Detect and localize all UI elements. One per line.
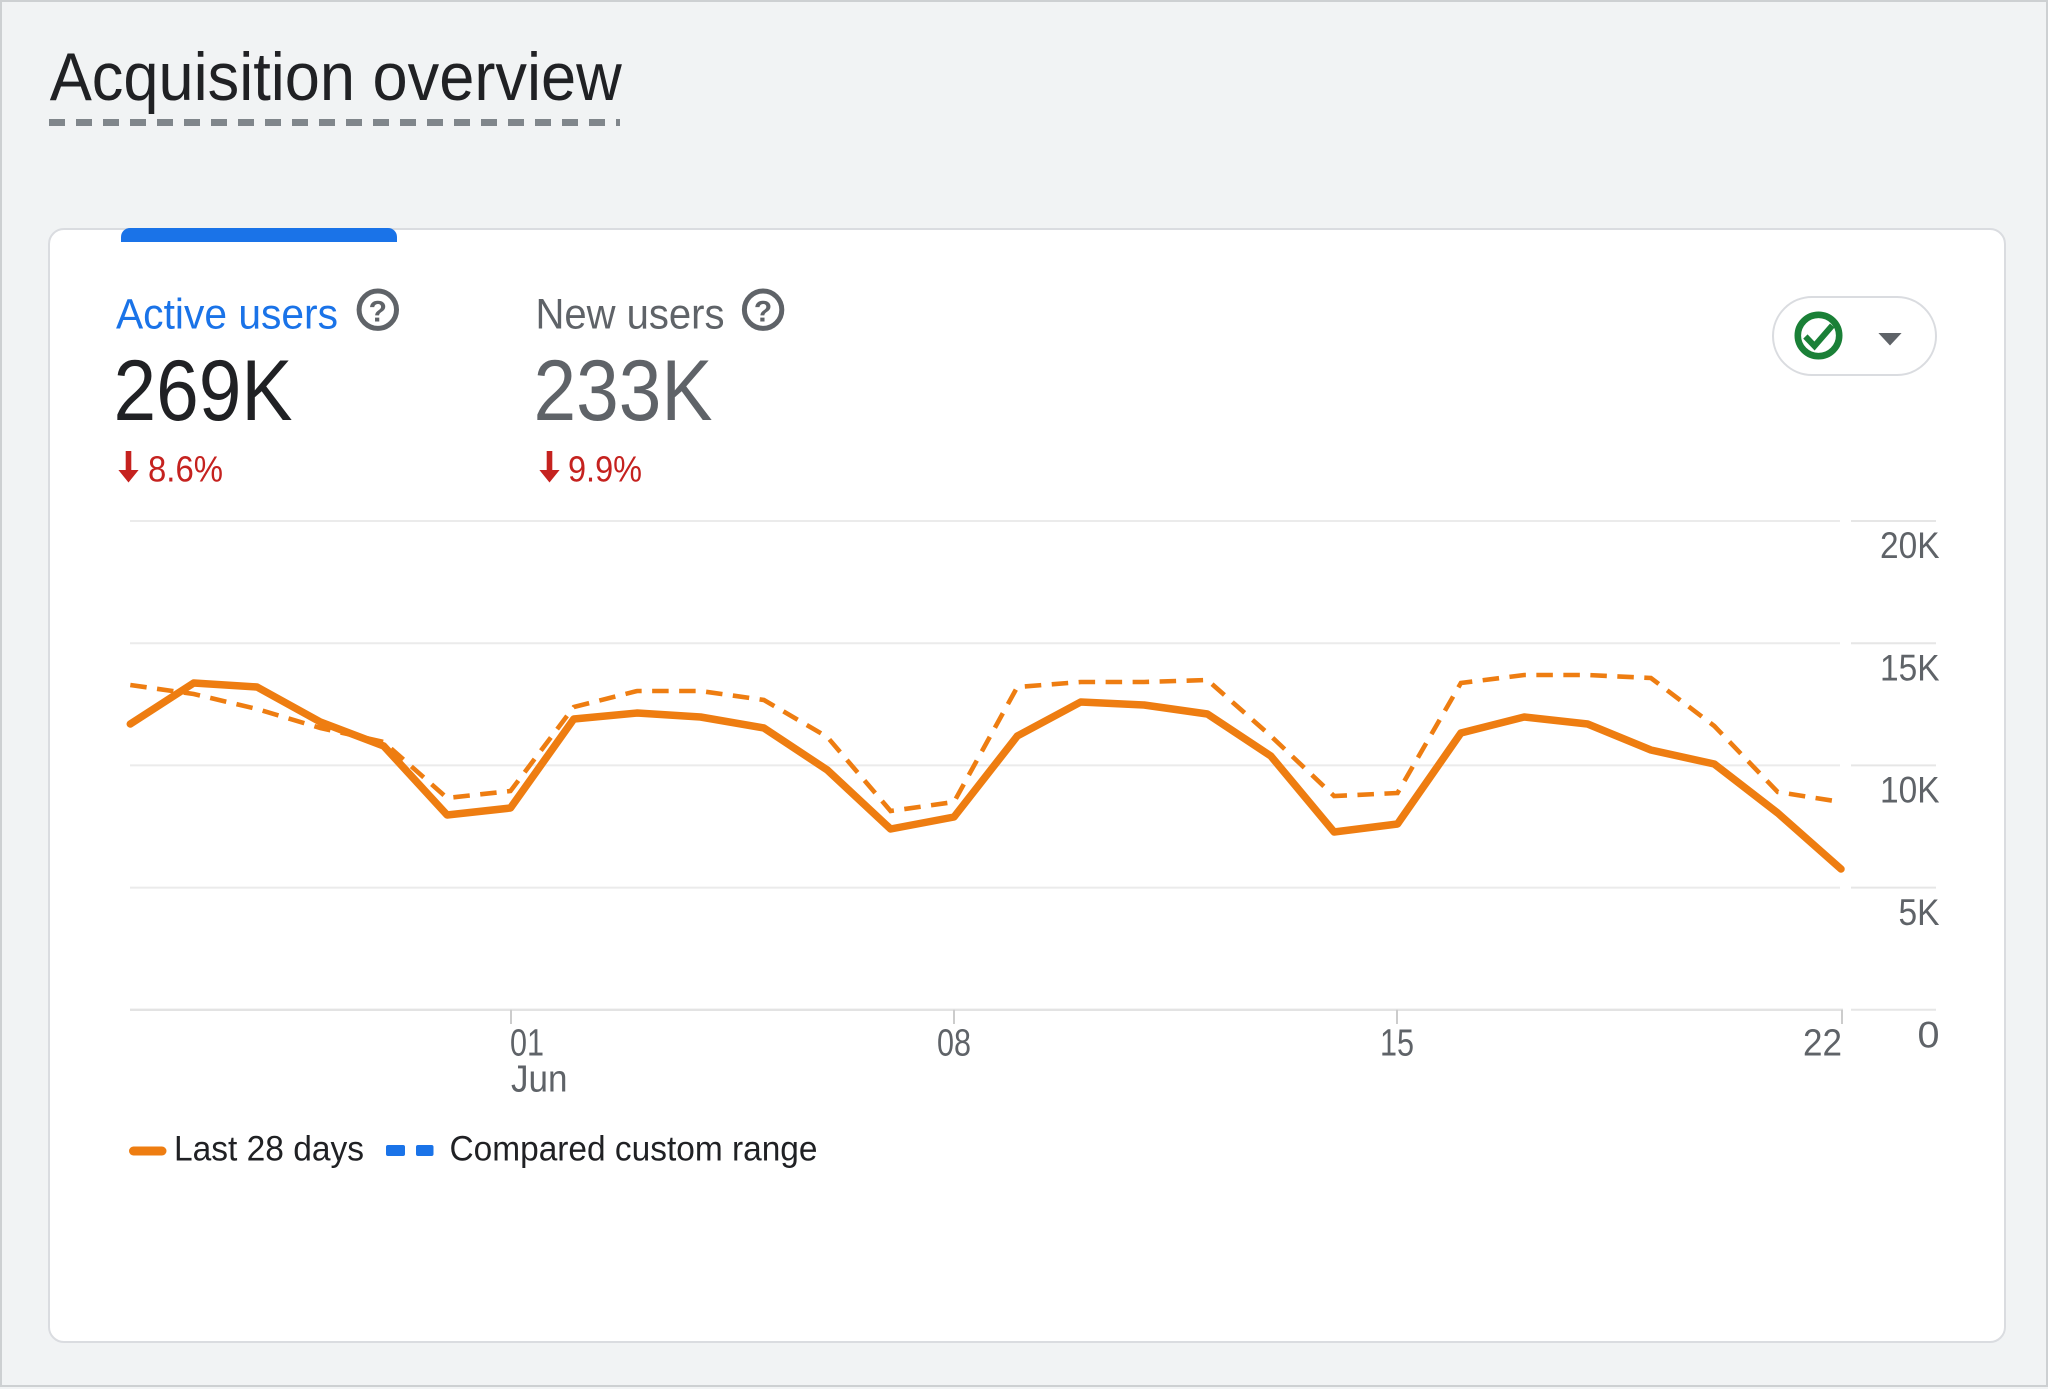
svg-text:15K: 15K bbox=[1880, 647, 1940, 688]
svg-text:10K: 10K bbox=[1880, 770, 1940, 811]
svg-text:01: 01 bbox=[510, 1023, 544, 1065]
svg-text:08: 08 bbox=[937, 1023, 971, 1065]
svg-text:Compared custom range: Compared custom range bbox=[450, 1130, 818, 1169]
svg-text:Jun: Jun bbox=[511, 1059, 568, 1101]
svg-text:15: 15 bbox=[1380, 1023, 1414, 1065]
svg-text:New users: New users bbox=[536, 290, 725, 338]
svg-text:22: 22 bbox=[1803, 1023, 1842, 1065]
svg-text:?: ? bbox=[369, 296, 387, 329]
svg-text:Active users: Active users bbox=[116, 290, 338, 338]
svg-text:20K: 20K bbox=[1880, 525, 1940, 566]
svg-text:Acquisition overview: Acquisition overview bbox=[50, 40, 622, 115]
svg-text:9.9%: 9.9% bbox=[568, 449, 642, 490]
svg-text:0: 0 bbox=[1918, 1014, 1940, 1055]
svg-text:233K: 233K bbox=[534, 343, 713, 439]
svg-text:Last 28 days: Last 28 days bbox=[174, 1130, 364, 1169]
svg-text:5K: 5K bbox=[1899, 892, 1940, 933]
svg-text:8.6%: 8.6% bbox=[148, 449, 223, 490]
svg-text:?: ? bbox=[754, 296, 772, 329]
svg-text:269K: 269K bbox=[114, 343, 293, 439]
